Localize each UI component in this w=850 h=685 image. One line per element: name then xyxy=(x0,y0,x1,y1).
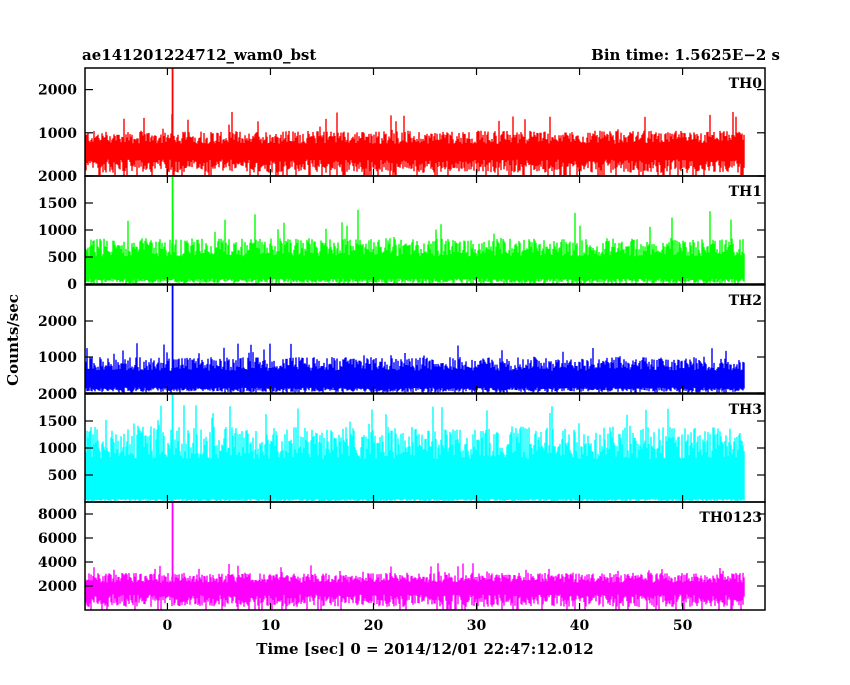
y-tick-label: 0 xyxy=(67,386,77,402)
panel-label-th0123: TH0123 xyxy=(699,510,762,526)
y-tick-label: 1000 xyxy=(38,441,77,457)
panels-group: 0 1000 2000 TH0 0 500 1000 1500 2000 TH1 0 1000 2000… xyxy=(38,67,766,611)
panel-label-th3: TH3 xyxy=(729,402,762,418)
x-tick-label: 30 xyxy=(467,618,487,634)
y-tick-label: 2000 xyxy=(38,169,77,185)
x-tick-label: 0 xyxy=(163,618,173,634)
x-tick-label: 10 xyxy=(261,618,281,634)
series-line-th2 xyxy=(85,343,745,393)
y-tick-label: 2000 xyxy=(38,579,77,595)
y-tick-label: 500 xyxy=(48,250,77,266)
y-tick-label: 1500 xyxy=(38,196,77,212)
series-line-th0123 xyxy=(85,563,745,610)
y-tick-label: 4000 xyxy=(38,555,77,571)
panel-th2: 0 1000 2000 TH2 xyxy=(38,284,766,402)
panel-frame xyxy=(84,501,766,611)
y-tick-label: 500 xyxy=(48,468,77,484)
y-axis-label: Counts/sec xyxy=(4,294,22,386)
panel-th1: 0 500 1000 1500 2000 TH1 xyxy=(38,169,766,293)
series-line-th1 xyxy=(85,209,745,284)
y-tick-label: 2000 xyxy=(38,314,77,330)
y-tick-label: 2000 xyxy=(38,83,77,99)
bin-time-label: Bin time: 1.5625E−2 s xyxy=(591,46,780,64)
x-tick-label: 20 xyxy=(364,618,384,634)
chart-title: ae141201224712_wam0_bst xyxy=(82,46,316,64)
series-line-th3 xyxy=(85,405,745,502)
y-tick-label: 1000 xyxy=(38,126,77,142)
y-tick-label: 8000 xyxy=(38,507,77,523)
series-line-th0 xyxy=(85,112,745,176)
y-tick-label: 2000 xyxy=(38,387,77,403)
panel-label-th0: TH0 xyxy=(729,76,763,92)
y-tick-label: 1000 xyxy=(38,223,77,239)
panel-label-th1: TH1 xyxy=(729,184,762,200)
x-tick-label: 40 xyxy=(570,618,590,634)
y-tick-label: 0 xyxy=(67,169,77,185)
x-tick-label: 50 xyxy=(673,618,693,634)
y-tick-label: 1000 xyxy=(38,350,77,366)
panel-label-th2: TH2 xyxy=(729,293,762,309)
x-axis: 0 10 20 30 40 50 xyxy=(163,618,693,634)
y-tick-label: 0 xyxy=(67,277,77,293)
panel-th3: 500 1000 1500 2000 TH3 xyxy=(38,387,766,503)
y-tick-label: 6000 xyxy=(38,531,77,547)
x-axis-label: Time [sec] 0 = 2014/12/01 22:47:12.012 xyxy=(256,640,593,658)
panel-th0: 0 1000 2000 TH0 xyxy=(38,67,766,185)
y-tick-label: 1500 xyxy=(38,414,77,430)
panel-th0123: 2000 4000 6000 8000 TH0123 xyxy=(38,501,766,611)
panel-frame xyxy=(84,284,766,394)
